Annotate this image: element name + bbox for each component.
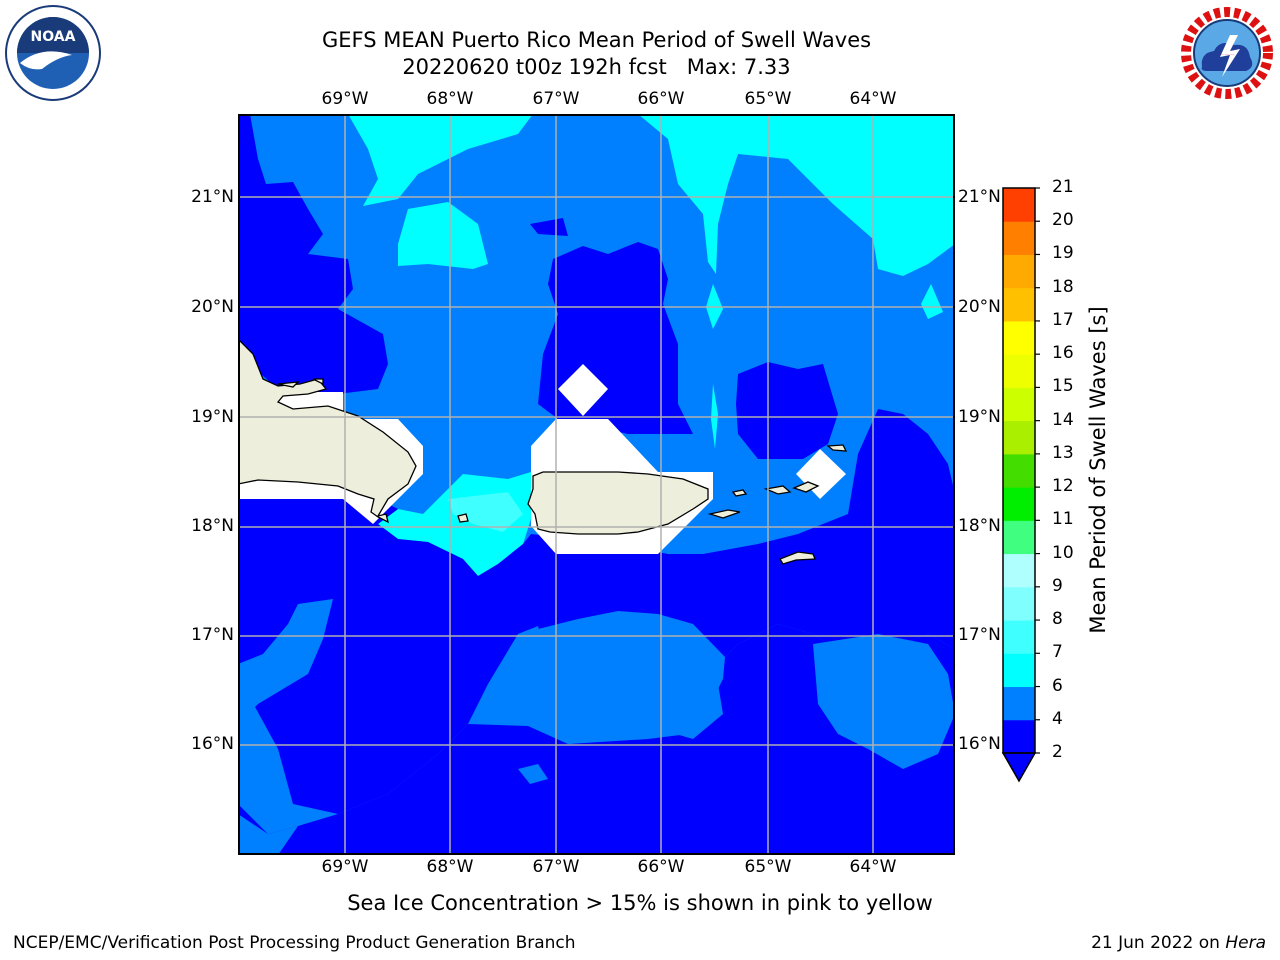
colorbar-tick-label: 21 bbox=[1052, 177, 1074, 197]
lat-label-left: 16°N bbox=[191, 734, 234, 754]
colorbar-tick-label: 7 bbox=[1052, 642, 1063, 663]
colorbar-tick-label: 4 bbox=[1052, 708, 1063, 729]
lat-label-right: 20°N bbox=[958, 297, 1001, 317]
colorbar-segment bbox=[1003, 686, 1035, 721]
footer-date: 21 Jun 2022 on bbox=[1091, 933, 1226, 953]
footer-right: 21 Jun 2022 on Hera bbox=[1091, 933, 1266, 953]
colorbar-segment bbox=[1003, 354, 1035, 388]
colorbar-tick-label: 2 bbox=[1052, 742, 1063, 762]
chart-subtitle: 20220620 t00z 192h fcst Max: 7.33 bbox=[402, 55, 791, 79]
colorbar-tick-label: 19 bbox=[1052, 243, 1074, 264]
colorbar-tick-label: 14 bbox=[1052, 409, 1074, 430]
colorbar-segment bbox=[1003, 653, 1035, 688]
lat-label-right: 21°N bbox=[958, 187, 1001, 207]
colorbar-segment bbox=[1003, 520, 1035, 555]
lon-label-top: 65°W bbox=[744, 89, 792, 109]
lon-label-bottom: 66°W bbox=[637, 857, 685, 877]
colorbar-segment bbox=[1003, 453, 1035, 488]
land bbox=[238, 338, 848, 565]
lat-label-right: 16°N bbox=[958, 734, 1001, 754]
colorbar-tick-label: 12 bbox=[1052, 476, 1074, 497]
colorbar-tick-label: 18 bbox=[1052, 276, 1074, 297]
colorbar-tick-label: 20 bbox=[1052, 210, 1074, 231]
colorbar-tick-label: 16 bbox=[1052, 343, 1074, 364]
colorbar-tick-label: 17 bbox=[1052, 309, 1074, 330]
colorbar-tick-label: 10 bbox=[1052, 542, 1074, 563]
map-frame bbox=[238, 114, 955, 855]
colorbar-segment bbox=[1003, 387, 1035, 422]
colorbar-segment bbox=[1003, 287, 1035, 322]
lon-label-bottom: 65°W bbox=[744, 857, 792, 877]
colorbar-segment bbox=[1003, 320, 1035, 355]
colorbar-segment bbox=[1003, 553, 1035, 588]
footer-host: Hera bbox=[1225, 933, 1266, 953]
colorbar-segment bbox=[1003, 586, 1035, 621]
footer-left: NCEP/EMC/Verification Post Processing Pr… bbox=[13, 933, 576, 953]
lat-label-left: 19°N bbox=[191, 407, 234, 427]
lat-label-right: 17°N bbox=[958, 625, 1001, 645]
noaa-logo: NOAA bbox=[5, 5, 101, 101]
colorbar-segments bbox=[1003, 188, 1035, 754]
chart-title: GEFS MEAN Puerto Rico Mean Period of Swe… bbox=[321, 28, 872, 52]
nws-logo: NATIONAL WEATHER SERVICE bbox=[1181, 7, 1273, 99]
colorbar-tick-label: 13 bbox=[1052, 442, 1074, 463]
map-gridlines bbox=[238, 114, 955, 855]
lat-label-left: 18°N bbox=[191, 516, 234, 536]
colorbar-segment bbox=[1003, 620, 1035, 654]
contour-band-7-8 bbox=[448, 492, 523, 532]
colorbar-tick-label: 8 bbox=[1052, 609, 1063, 630]
lon-label-bottom: 68°W bbox=[426, 857, 474, 877]
colorbar-tick-label: 9 bbox=[1052, 575, 1063, 596]
lon-label-top: 66°W bbox=[637, 89, 685, 109]
lon-label-bottom: 64°W bbox=[849, 857, 897, 877]
nws-logo-text: NATIONAL WEATHER SERVICE bbox=[1220, 53, 1235, 56]
lat-label-right: 18°N bbox=[958, 516, 1001, 536]
colorbar-segment bbox=[1003, 420, 1035, 455]
lat-label-left: 21°N bbox=[191, 187, 234, 207]
colorbar-tick-label: 15 bbox=[1052, 376, 1074, 397]
lon-label-top: 68°W bbox=[426, 89, 474, 109]
puerto-rico-land bbox=[527, 471, 709, 535]
swell-period-map bbox=[238, 114, 955, 855]
lon-label-bottom: 67°W bbox=[532, 857, 580, 877]
colorbar-label: Mean Period of Swell Waves [s] bbox=[1086, 306, 1110, 634]
colorbar bbox=[1001, 187, 1040, 783]
noaa-logo-text: NOAA bbox=[31, 29, 76, 45]
colorbar-segment bbox=[1003, 719, 1035, 754]
colorbar-segment bbox=[1003, 487, 1035, 521]
colorbar-segment bbox=[1003, 221, 1035, 255]
lat-label-left: 17°N bbox=[191, 625, 234, 645]
sea-ice-note: Sea Ice Concentration > 15% is shown in … bbox=[347, 891, 933, 915]
lon-label-top: 67°W bbox=[532, 89, 580, 109]
lon-label-bottom: 69°W bbox=[321, 857, 369, 877]
contour-band-4-6-inner bbox=[238, 599, 955, 855]
lat-label-left: 20°N bbox=[191, 297, 234, 317]
lat-label-right: 19°N bbox=[958, 407, 1001, 427]
colorbar-tick-marks bbox=[1035, 187, 1040, 754]
colorbar-segment bbox=[1003, 254, 1035, 289]
contour-band-2-4 bbox=[238, 114, 955, 855]
colorbar-frame bbox=[1002, 187, 1036, 754]
colorbar-extend-arrow bbox=[1001, 752, 1037, 783]
colorbar-tick-label: 11 bbox=[1052, 509, 1074, 530]
lon-label-top: 69°W bbox=[321, 89, 369, 109]
colorbar-tick-label: 6 bbox=[1052, 675, 1063, 696]
lon-label-top: 64°W bbox=[849, 89, 897, 109]
colorbar-segment bbox=[1003, 188, 1035, 222]
